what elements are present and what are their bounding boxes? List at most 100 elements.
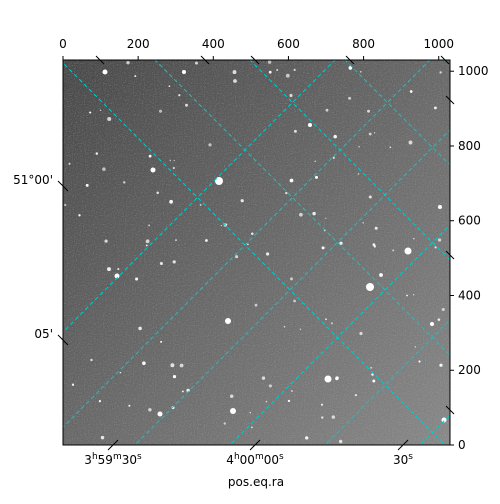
star [126, 61, 130, 65]
star [107, 117, 112, 121]
bright-star [438, 205, 442, 209]
star [168, 85, 171, 87]
star [148, 154, 152, 158]
star [339, 439, 343, 444]
y-pixel-tick-label: 600 [458, 214, 481, 228]
star [68, 162, 71, 165]
star [107, 267, 111, 272]
star [358, 145, 360, 148]
x-pixel-tick-label: 800 [352, 37, 375, 51]
star [373, 245, 376, 248]
ra-gridline [324, 319, 450, 445]
star [172, 260, 176, 264]
star [331, 415, 335, 419]
bright-star [182, 70, 186, 74]
star [220, 224, 222, 227]
bright-star [215, 177, 223, 185]
star [414, 346, 416, 348]
star [178, 94, 181, 97]
star [225, 223, 228, 226]
star [85, 183, 89, 187]
bright-star [230, 408, 236, 414]
star [208, 143, 212, 147]
star [249, 412, 251, 414]
star [261, 376, 266, 380]
star [354, 393, 358, 397]
x-pixel-tick-label: 0 [59, 37, 67, 51]
star [331, 322, 333, 325]
star [173, 159, 175, 162]
star [408, 140, 413, 145]
star [251, 426, 253, 429]
ra-gridline [63, 60, 336, 333]
sky-image [63, 60, 450, 445]
star [289, 178, 294, 183]
star [148, 408, 152, 412]
star [254, 303, 258, 307]
ra-gridline [419, 414, 450, 445]
star [251, 232, 254, 236]
star [134, 75, 137, 78]
star [247, 243, 249, 246]
star [102, 167, 106, 171]
star [321, 416, 324, 419]
star [290, 389, 293, 393]
star [293, 68, 296, 71]
star [357, 173, 360, 175]
star [89, 111, 92, 114]
star [441, 307, 445, 312]
star [285, 191, 288, 195]
star [268, 70, 272, 74]
star [293, 299, 296, 303]
bright-star [366, 283, 374, 291]
star [287, 399, 291, 403]
star [185, 103, 188, 107]
dec-tick-label: 05' [34, 327, 53, 341]
star [71, 383, 75, 386]
star [233, 79, 237, 83]
star [320, 403, 324, 406]
plot-frame [62, 59, 451, 446]
star [223, 422, 226, 425]
star [437, 318, 441, 321]
star [299, 212, 303, 217]
star [392, 249, 395, 252]
star [285, 73, 290, 78]
bright-star [404, 247, 412, 255]
star [409, 90, 413, 93]
star [181, 390, 184, 393]
star [100, 435, 105, 440]
star [205, 239, 208, 242]
star [299, 328, 302, 330]
dec-tick-mark [57, 180, 69, 192]
star [199, 203, 202, 206]
star [312, 211, 316, 216]
bright-star [324, 375, 332, 383]
bright-star [441, 417, 447, 423]
star [145, 239, 150, 244]
grid-edge-tick [200, 55, 210, 65]
star [293, 129, 297, 133]
star [268, 384, 272, 388]
star [359, 331, 363, 336]
pixel-axis-ticks: 0 200 400 600 800 1000 0 200 400 600 800 1000 [59, 37, 488, 452]
star [64, 203, 67, 207]
star [179, 363, 184, 368]
star [128, 404, 131, 407]
ra-tick-label: 4h00m00s [226, 452, 284, 467]
grid-edge-tick [345, 55, 355, 65]
star [368, 195, 372, 199]
star [240, 199, 244, 203]
star [437, 238, 442, 242]
star [325, 217, 327, 220]
bright-star [157, 411, 163, 417]
world-axis-ticks: 3h59m30s 4h00m00s 30s 51°00' 05' [13, 55, 455, 467]
bright-star [150, 167, 156, 173]
star [371, 373, 374, 376]
star [104, 239, 108, 243]
star [333, 134, 337, 139]
dec-gridline [154, 60, 450, 356]
star [332, 156, 335, 159]
